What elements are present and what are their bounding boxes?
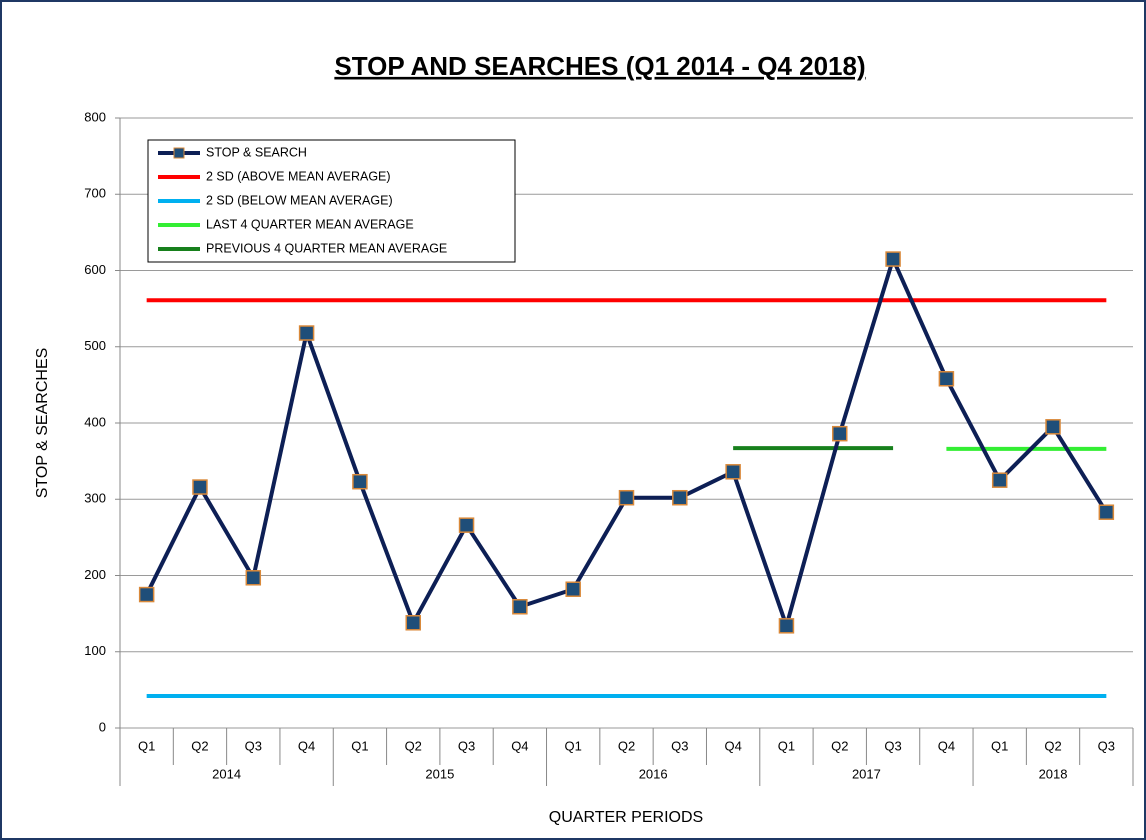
marker	[832, 425, 848, 442]
x-tick-label: Q2	[618, 738, 635, 753]
x-tick-label: Q2	[1044, 738, 1061, 753]
x-tick-label: Q3	[245, 738, 262, 753]
y-tick-label: 800	[84, 109, 106, 124]
marker	[885, 251, 901, 267]
marker	[138, 586, 155, 603]
x-tick-label: Q3	[458, 738, 475, 753]
marker	[565, 581, 581, 597]
y-tick-label: 100	[84, 643, 106, 658]
x-tick-label: Q3	[1098, 738, 1115, 753]
marker	[245, 570, 262, 586]
marker	[938, 371, 955, 387]
marker	[672, 489, 688, 506]
x-tick-label: Q4	[938, 738, 955, 753]
legend-label: STOP & SEARCH	[206, 145, 307, 159]
x-group-label: 2018	[1039, 766, 1068, 781]
legend-label: LAST 4 QUARTER MEAN AVERAGE	[206, 217, 414, 231]
marker	[618, 489, 635, 506]
x-tick-label: Q3	[884, 738, 901, 753]
x-group-label: 2016	[639, 766, 668, 781]
x-tick-label: Q1	[565, 738, 582, 753]
marker	[725, 464, 741, 480]
x-tick-label: Q1	[138, 738, 155, 753]
y-tick-label: 600	[84, 262, 106, 277]
y-tick-label: 300	[84, 491, 106, 506]
x-axis-label: QUARTER PERIODS	[549, 809, 703, 826]
x-tick-label: Q2	[831, 738, 848, 753]
marker	[458, 517, 475, 533]
legend-label: PREVIOUS 4 QUARTER MEAN AVERAGE	[206, 241, 447, 255]
marker	[1098, 504, 1115, 520]
legend-marker	[173, 147, 185, 159]
y-tick-label: 700	[84, 186, 106, 201]
marker	[778, 618, 795, 634]
x-group-label: 2017	[852, 766, 881, 781]
y-tick-label: 200	[84, 567, 106, 582]
marker	[298, 325, 315, 341]
x-tick-label: Q3	[671, 738, 688, 753]
y-axis-label: STOP & SEARCHES	[34, 348, 51, 499]
y-tick-label: 400	[84, 414, 106, 429]
x-tick-label: Q4	[511, 738, 528, 753]
marker	[991, 472, 1008, 488]
legend-box	[147, 139, 516, 263]
x-group-label: 2015	[425, 766, 454, 781]
legend-label: 2 SD (BELOW MEAN AVERAGE)	[206, 193, 393, 207]
legend-label: 2 SD (ABOVE MEAN AVERAGE)	[206, 169, 391, 183]
x-tick-label: Q2	[405, 738, 422, 753]
x-tick-label: Q2	[191, 738, 208, 753]
x-tick-label: Q4	[724, 738, 741, 753]
marker	[352, 473, 368, 490]
x-tick-label: Q1	[991, 738, 1008, 753]
marker	[512, 599, 528, 615]
marker	[192, 479, 208, 495]
y-tick-label: 500	[84, 338, 106, 353]
marker	[1045, 419, 1061, 435]
chart-title: STOP AND SEARCHES (Q1 2014 - Q4 2018)	[334, 51, 865, 81]
y-tick-label: 0	[99, 719, 106, 734]
x-tick-label: Q1	[351, 738, 368, 753]
marker	[405, 615, 421, 631]
x-group-label: 2014	[212, 766, 241, 781]
x-tick-label: Q4	[298, 738, 315, 753]
x-tick-label: Q1	[778, 738, 795, 753]
